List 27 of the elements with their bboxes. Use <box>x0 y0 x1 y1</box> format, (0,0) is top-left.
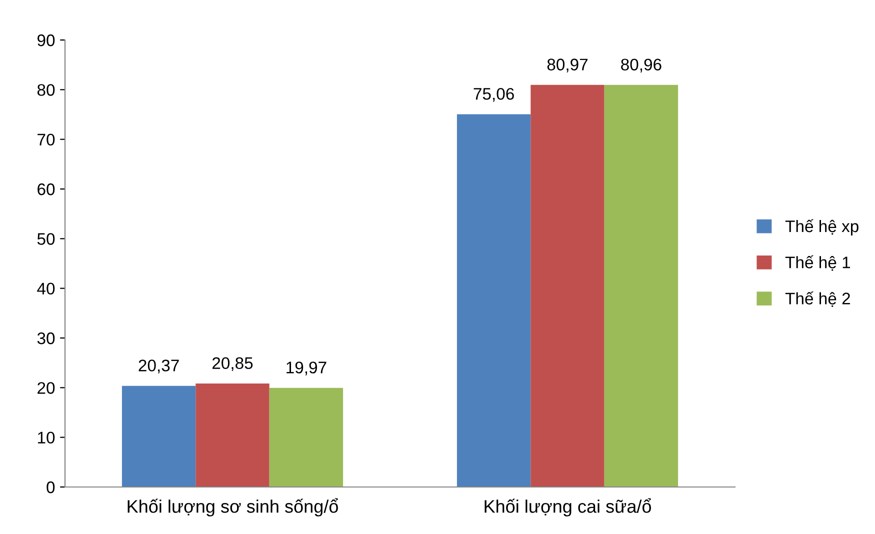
data-label: 19,97 <box>286 362 326 376</box>
y-tick-label: 40 <box>37 282 55 295</box>
y-tick-label: 10 <box>38 432 55 444</box>
bar <box>269 388 344 487</box>
legend-label: Thế hệ xp <box>785 219 858 236</box>
y-tick-label: 90 <box>38 34 55 46</box>
y-tick-label: 80 <box>37 84 55 96</box>
x-tick-label: Khối lượng sơ sinh sống/ổ <box>128 498 338 516</box>
y-tick-label: 0 <box>46 481 55 494</box>
data-label: 75,06 <box>474 88 514 102</box>
bar <box>604 84 678 487</box>
y-tick-label: 50 <box>37 233 55 245</box>
bar <box>196 383 270 487</box>
y-tick-label: 20 <box>38 382 55 394</box>
data-label: 20,85 <box>212 357 253 372</box>
legend-label: Thế hệ 1 <box>785 255 850 271</box>
bar <box>456 114 531 487</box>
y-tick-label: 60 <box>38 183 55 196</box>
x-tick-label: Khối lượng cai sữa/ổ <box>484 498 651 516</box>
data-label: 20,37 <box>138 360 179 374</box>
y-tick-label: 70 <box>38 134 55 146</box>
data-label: 80,96 <box>621 58 662 72</box>
bar <box>122 386 196 487</box>
y-tick-label: 30 <box>37 332 55 344</box>
data-label: 80,97 <box>547 58 588 72</box>
bar <box>530 84 604 487</box>
legend-label: Thế hệ 2 <box>785 291 850 307</box>
